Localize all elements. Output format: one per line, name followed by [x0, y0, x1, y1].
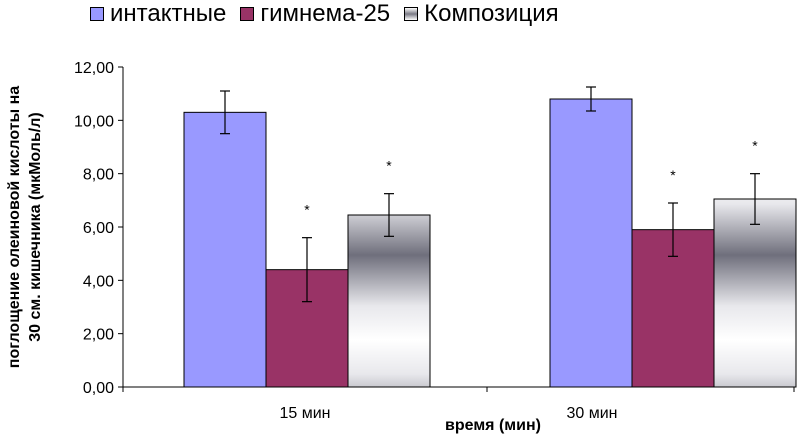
y-tick-label: 2,00	[83, 327, 114, 344]
labels: 0,00 2,00 4,00 6,00 8,00 10,00 12,00 * * 15 мин * *…	[74, 60, 758, 434]
legend-item-intact: интактные	[90, 0, 226, 28]
legend-swatch-composition	[404, 7, 419, 21]
y-tick-label: 10,00	[74, 113, 114, 130]
bar	[713, 198, 797, 388]
bar	[183, 111, 267, 388]
y-axis-title-line: 30 см. кишечника (мкМоль/л)	[27, 112, 44, 342]
legend-swatch-gymnema	[240, 7, 255, 21]
legend-item-composition: Композиция	[404, 0, 559, 28]
significance-marker: *	[752, 138, 758, 154]
significance-marker: *	[304, 202, 310, 218]
legend-label-intact: интактные	[110, 0, 227, 27]
legend-label-gymnema: гимнема-25	[260, 0, 391, 27]
y-tick-label: 8,00	[83, 167, 114, 184]
x-tick-label: 15 мин	[279, 405, 330, 422]
y-axis-title: поглощение олеиновой кислоты на 30 см. ки…	[6, 86, 44, 369]
bars	[183, 86, 797, 388]
y-tick-label: 0,00	[83, 380, 114, 397]
legend-label-composition: Композиция	[424, 0, 559, 27]
bar	[549, 98, 633, 388]
x-tick-label: 30 мин	[566, 405, 617, 422]
legend-swatch-intact	[90, 7, 104, 21]
y-tick-label: 12,00	[74, 60, 114, 77]
y-tick-label: 4,00	[83, 273, 114, 290]
legend-item-gymnema: гимнема-25	[240, 0, 390, 28]
significance-marker: *	[386, 158, 392, 174]
y-tick-label: 6,00	[83, 220, 114, 237]
significance-marker: *	[670, 167, 676, 183]
bar	[347, 214, 431, 388]
y-axis-title-line: поглощение олеиновой кислоты на	[6, 86, 23, 369]
legend: интактные гимнема-25 Композиция	[90, 0, 559, 28]
x-axis-title: время (мин)	[445, 417, 541, 434]
